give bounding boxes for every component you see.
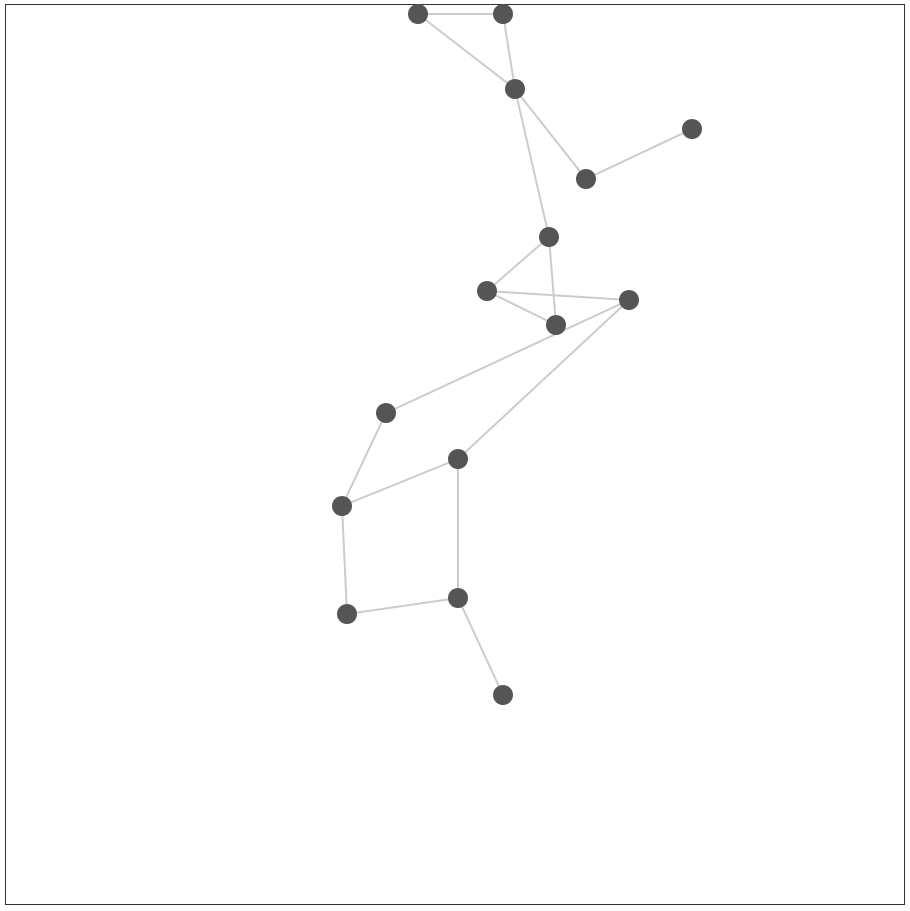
graph-node-n4[interactable] — [682, 119, 702, 139]
graph-node-n2[interactable] — [493, 4, 513, 24]
graph-edge-n14-n15 — [457, 597, 504, 696]
graph-edge-n3-n6 — [514, 88, 550, 238]
graph-edge-n10-n12 — [341, 412, 387, 507]
graph-node-n10[interactable] — [376, 403, 396, 423]
graph-edge-n7-n9 — [486, 290, 557, 326]
nodes-layer — [332, 4, 702, 705]
graph-node-n3[interactable] — [505, 79, 525, 99]
graph-edge-n6-n7 — [486, 236, 550, 292]
graph-edge-n8-n11 — [457, 299, 630, 460]
graph-node-n7[interactable] — [477, 281, 497, 301]
graph-node-n8[interactable] — [619, 290, 639, 310]
graph-node-n12[interactable] — [332, 496, 352, 516]
graph-edge-n13-n14 — [346, 597, 459, 615]
graph-node-n6[interactable] — [539, 227, 559, 247]
graph-node-n13[interactable] — [337, 604, 357, 624]
graph-node-n11[interactable] — [448, 449, 468, 469]
graph-node-n9[interactable] — [546, 315, 566, 335]
graph-edge-n7-n8 — [486, 290, 630, 301]
graph-edge-n1-n3 — [417, 13, 516, 90]
graph-edge-n2-n3 — [502, 13, 516, 90]
graph-edge-n3-n5 — [514, 88, 587, 180]
graph-edge-n12-n13 — [341, 505, 348, 615]
graph-edge-n6-n9 — [548, 236, 557, 326]
graph-edge-n4-n5 — [585, 128, 693, 180]
graph-node-n1[interactable] — [408, 4, 428, 24]
graph-edge-n8-n10 — [385, 299, 630, 414]
edges-layer — [341, 13, 693, 696]
graph-edge-n11-n12 — [341, 458, 459, 507]
graph-node-n15[interactable] — [493, 685, 513, 705]
graph-node-n5[interactable] — [576, 169, 596, 189]
graph-node-n14[interactable] — [448, 588, 468, 608]
